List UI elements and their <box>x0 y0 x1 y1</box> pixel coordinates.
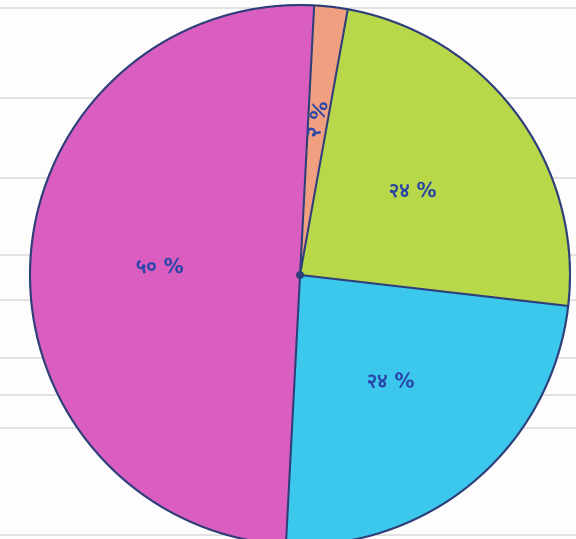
pie-center-dot <box>296 271 304 279</box>
slice-label: २४ % <box>389 178 437 202</box>
pie-slices <box>29 4 571 539</box>
slice-label: ५० % <box>136 254 184 278</box>
pie-labels: २ %२४ %२४ %५० % <box>136 98 437 393</box>
slice-label: २४ % <box>367 369 415 393</box>
pie-outline <box>29 4 571 539</box>
pie-slice <box>298 8 571 308</box>
pie-slice <box>285 273 570 539</box>
